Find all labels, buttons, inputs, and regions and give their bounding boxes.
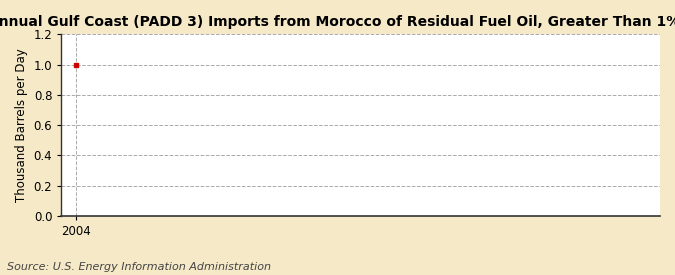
Title: Annual Gulf Coast (PADD 3) Imports from Morocco of Residual Fuel Oil, Greater Th: Annual Gulf Coast (PADD 3) Imports from …: [0, 15, 675, 29]
Text: Source: U.S. Energy Information Administration: Source: U.S. Energy Information Administ…: [7, 262, 271, 272]
Y-axis label: Thousand Barrels per Day: Thousand Barrels per Day: [15, 48, 28, 202]
